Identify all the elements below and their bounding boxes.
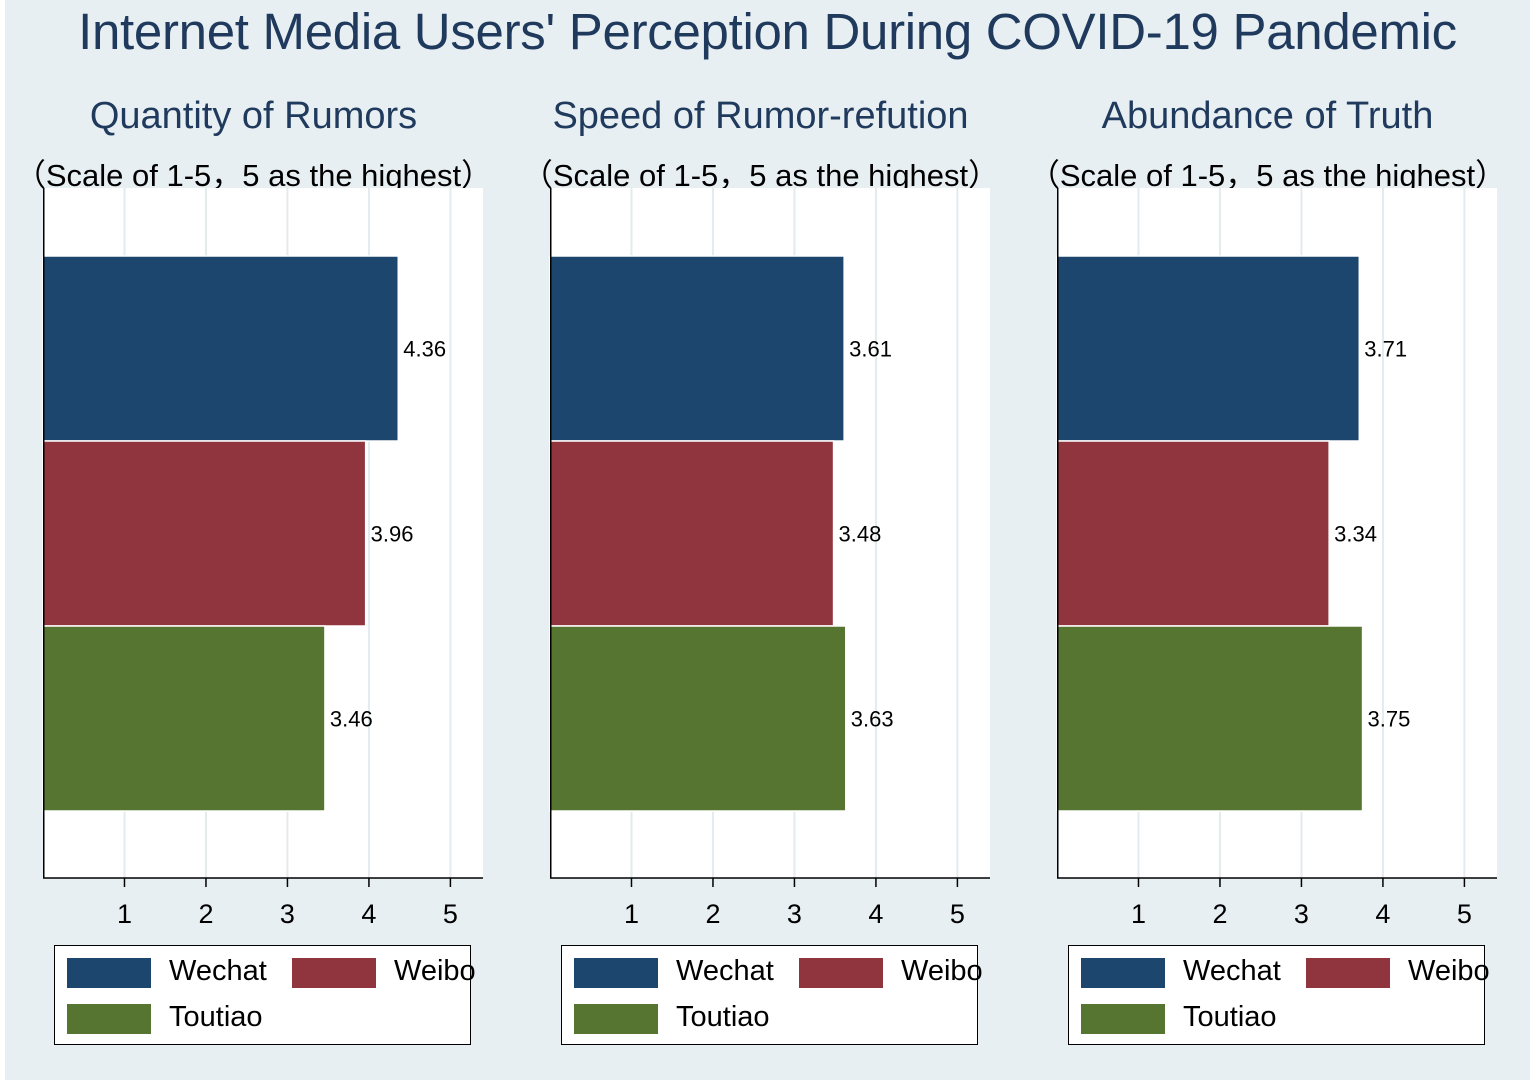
panel-quantity-of-rumors: Quantity of Rumors （Scale of 1-5，5 as th… — [0, 0, 507, 1086]
legend-label-toutiao: Toutiao — [1183, 1001, 1277, 1033]
legend-swatch-wechat — [574, 958, 658, 988]
value-label-toutiao: 3.63 — [851, 707, 894, 732]
x-tick-label: 1 — [624, 899, 639, 929]
value-label-toutiao: 3.75 — [1368, 707, 1411, 732]
x-tick-label: 5 — [950, 899, 965, 929]
bar-weibo — [1056, 440, 1330, 627]
x-tick-label: 2 — [705, 899, 720, 929]
legend-label-weibo: Weibo — [901, 955, 983, 987]
plot-area: 3.61 3.48 3.63 1 2 3 4 5 — [549, 188, 990, 929]
x-tick-label: 5 — [443, 899, 458, 929]
x-tick-label: 5 — [1457, 899, 1472, 929]
legend-label-toutiao: Toutiao — [676, 1001, 770, 1033]
panel-title: Quantity of Rumors — [89, 95, 418, 137]
value-label-wechat: 3.61 — [849, 337, 892, 362]
bar-chart-svg: 3.71 3.34 3.75 1 2 3 4 5 — [1056, 188, 1497, 929]
legend-swatch-toutiao — [574, 1004, 658, 1034]
panel-abundance-of-truth: Abundance of Truth （Scale of 1-5，5 as th… — [1014, 0, 1521, 1086]
legend-swatch-weibo — [799, 958, 883, 988]
legend-label-wechat: Wechat — [169, 955, 267, 987]
panel-subtitle: （Scale of 1-5，5 as the highest） — [521, 158, 1000, 193]
panel-title: Speed of Rumor-refution — [552, 95, 969, 137]
value-label-wechat: 4.36 — [403, 337, 446, 362]
plot-area: 4.36 3.96 3.46 1 2 3 4 5 — [42, 188, 483, 929]
bar-chart-svg: 4.36 3.96 3.46 1 2 3 4 5 — [42, 188, 483, 929]
legend-swatch-toutiao — [1081, 1004, 1165, 1034]
panel-subtitle: （Scale of 1-5，5 as the highest） — [1028, 158, 1507, 193]
legend-label-toutiao: Toutiao — [169, 1001, 263, 1033]
value-label-weibo: 3.96 — [371, 522, 414, 547]
x-tick-label: 4 — [361, 899, 376, 929]
bar-toutiao — [549, 625, 847, 812]
bar-weibo — [42, 440, 367, 627]
value-label-toutiao: 3.46 — [330, 707, 373, 732]
bar-toutiao — [1056, 625, 1364, 812]
legend-swatch-toutiao — [67, 1004, 151, 1034]
value-label-weibo: 3.34 — [1334, 522, 1377, 547]
x-tick-label: 3 — [1294, 899, 1309, 929]
x-tick-label: 2 — [1212, 899, 1227, 929]
x-tick-label: 3 — [280, 899, 295, 929]
bar-wechat — [42, 255, 400, 442]
x-tick-label: 1 — [117, 899, 132, 929]
bar-wechat — [549, 255, 845, 442]
legend-swatch-weibo — [1306, 958, 1390, 988]
legend-label-wechat: Wechat — [676, 955, 774, 987]
x-tick-label: 4 — [1375, 899, 1390, 929]
legend-swatch-wechat — [1081, 958, 1165, 988]
bar-weibo — [549, 440, 835, 627]
panel-speed-of-rumor-refution: Speed of Rumor-refution （Scale of 1-5，5 … — [507, 0, 1014, 1086]
bar-wechat — [1056, 255, 1361, 442]
x-tick-label: 1 — [1131, 899, 1146, 929]
value-label-weibo: 3.48 — [839, 522, 882, 547]
panel-subtitle: （Scale of 1-5，5 as the highest） — [14, 158, 493, 193]
panel-title: Abundance of Truth — [1101, 95, 1434, 137]
legend-label-wechat: Wechat — [1183, 955, 1281, 987]
legend: Wechat Weibo Toutiao — [1068, 945, 1490, 1045]
x-tick-label: 2 — [198, 899, 213, 929]
bar-chart-svg: 3.61 3.48 3.63 1 2 3 4 5 — [549, 188, 990, 929]
x-tick-label: 4 — [868, 899, 883, 929]
legend-swatch-wechat — [67, 958, 151, 988]
value-label-wechat: 3.71 — [1364, 337, 1407, 362]
legend-swatch-weibo — [292, 958, 376, 988]
x-tick-label: 3 — [787, 899, 802, 929]
plot-area: 3.71 3.34 3.75 1 2 3 4 5 — [1056, 188, 1497, 929]
legend-label-weibo: Weibo — [394, 955, 476, 987]
main-title: Internet Media Users' Perception During … — [78, 3, 1457, 60]
legend-label-weibo: Weibo — [1408, 955, 1490, 987]
bar-toutiao — [42, 625, 326, 812]
legend: Wechat Weibo Toutiao — [561, 945, 983, 1045]
legend: Wechat Weibo Toutiao — [54, 945, 476, 1045]
